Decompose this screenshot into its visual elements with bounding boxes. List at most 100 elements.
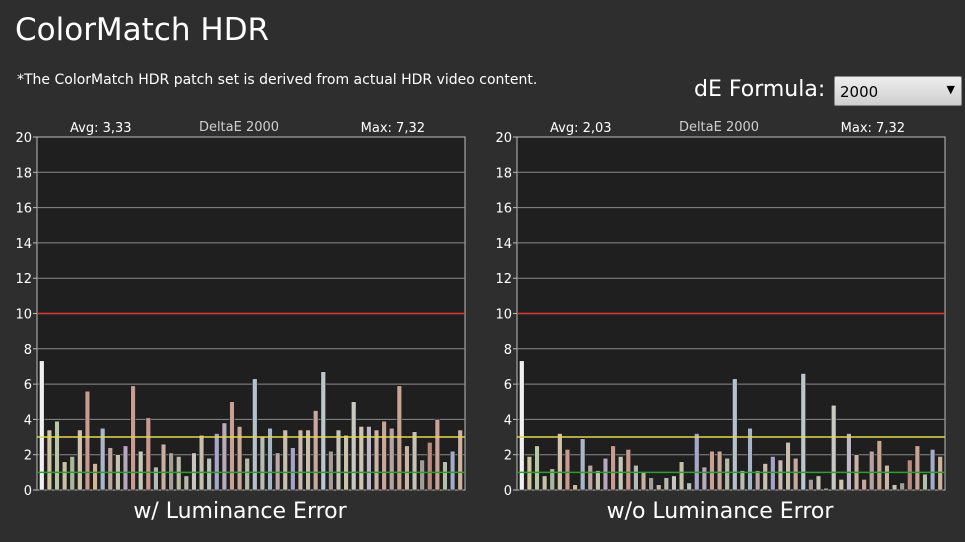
chart-with-luminance: 0 2 4 6 8 10 12 14 16 18 20 Avg: 3,33 DeltaE 2000 Max… — [0, 115, 480, 535]
bar — [663, 477, 669, 491]
bar — [534, 445, 540, 491]
bar — [739, 470, 746, 491]
bar — [846, 433, 852, 491]
y-tick-label: 16 — [15, 202, 32, 217]
chart-title: DeltaE 2000 — [199, 120, 279, 135]
bar — [899, 482, 905, 491]
y-tick-label: 6 — [24, 378, 32, 393]
bar — [793, 457, 799, 491]
max-label: Max: 7,32 — [361, 121, 425, 136]
bar — [686, 482, 692, 491]
bar — [762, 463, 768, 491]
y-tick-label: 12 — [495, 272, 512, 287]
bar — [838, 479, 844, 491]
bar — [84, 390, 91, 491]
bar — [610, 445, 616, 491]
bar — [214, 433, 220, 491]
bar — [373, 429, 380, 491]
bar — [671, 475, 677, 491]
bar — [335, 429, 342, 491]
bar — [914, 445, 920, 491]
bar — [640, 472, 647, 491]
formula-selected-value: 2000 — [840, 83, 879, 101]
y-tick-label: 8 — [504, 343, 512, 358]
formula-select[interactable]: 2000 ▼ — [834, 76, 962, 106]
bar — [808, 479, 814, 491]
y-tick-label: 2 — [504, 449, 512, 464]
bar — [221, 422, 227, 491]
footnote: *The ColorMatch HDR patch set is derived… — [17, 72, 538, 88]
bar — [411, 431, 418, 491]
bar — [107, 447, 113, 491]
bar — [648, 477, 654, 491]
y-tick-label: 8 — [24, 343, 32, 358]
bar — [168, 452, 174, 491]
y-tick-label: 4 — [504, 413, 512, 428]
bar — [282, 429, 288, 491]
bar — [244, 457, 250, 491]
bar — [396, 385, 402, 491]
bar — [176, 456, 182, 491]
bar — [625, 449, 631, 491]
bar — [252, 378, 258, 491]
bar — [229, 401, 235, 491]
avg-label: Avg: 2,03 — [550, 121, 612, 136]
bar — [815, 475, 822, 491]
y-tick-label: 4 — [24, 413, 32, 428]
chart-svg: 0 2 4 6 8 10 12 14 16 18 20 Avg: 2,03 DeltaE 2000 Max… — [495, 120, 946, 499]
bar — [656, 484, 662, 491]
bar — [929, 449, 936, 491]
bar — [434, 419, 440, 491]
bar — [937, 456, 943, 491]
bar — [526, 456, 533, 491]
formula-label: dE Formula: — [694, 77, 826, 102]
bar — [100, 427, 106, 491]
bar — [153, 466, 159, 491]
bar — [77, 429, 83, 491]
bar — [404, 445, 410, 491]
y-tick-label: 18 — [495, 166, 512, 181]
chart-xlabel: w/o Luminance Error — [606, 499, 834, 524]
bar — [427, 442, 433, 491]
bar — [191, 452, 197, 491]
chart-without-luminance: 0 2 4 6 8 10 12 14 16 18 20 Avg: 2,03 DeltaE 2000 Max… — [480, 115, 960, 535]
bar — [716, 450, 723, 491]
bar — [861, 479, 867, 491]
bar — [160, 443, 167, 491]
y-tick-label: 0 — [24, 484, 32, 499]
bar — [831, 405, 837, 491]
bar — [922, 473, 928, 491]
bar — [259, 436, 266, 491]
bar — [732, 378, 738, 491]
chart-xlabel: w/ Luminance Error — [133, 499, 347, 524]
bar — [800, 373, 806, 491]
bar — [785, 442, 791, 491]
bar — [678, 461, 685, 491]
chart-title: DeltaE 2000 — [679, 120, 759, 135]
page-title: ColorMatch HDR — [15, 12, 270, 48]
bar — [130, 385, 136, 491]
bar — [549, 468, 555, 491]
bar — [381, 420, 387, 491]
bar — [449, 450, 456, 491]
bar — [777, 459, 784, 491]
bar — [138, 450, 144, 491]
bar — [62, 461, 68, 491]
bar — [92, 463, 98, 491]
bar — [419, 459, 425, 491]
bar — [869, 450, 875, 491]
bar — [557, 433, 563, 491]
bar — [602, 457, 609, 491]
bar — [519, 360, 525, 491]
bar — [358, 426, 364, 491]
bar — [747, 427, 753, 491]
y-tick-label: 14 — [15, 237, 32, 252]
bar — [343, 435, 349, 491]
chart-svg: 0 2 4 6 8 10 12 14 16 18 20 Avg: 3,33 DeltaE 2000 Max… — [15, 120, 466, 499]
max-label: Max: 7,32 — [841, 121, 905, 136]
bar — [884, 465, 890, 491]
bar — [542, 475, 548, 491]
bar — [275, 452, 281, 491]
bar — [701, 466, 707, 491]
y-tick-label: 6 — [504, 378, 512, 393]
